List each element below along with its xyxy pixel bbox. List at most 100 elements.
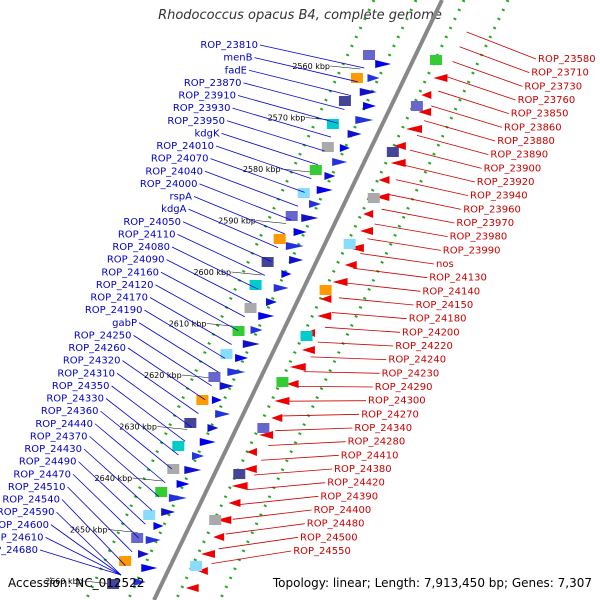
gene-block [300, 331, 313, 341]
reverse-gene-label: ROP_24180 [409, 314, 467, 325]
forward-gene-arrow [285, 242, 304, 250]
forward-gene-arrow [309, 200, 321, 208]
forward-gene-arrow [215, 410, 231, 418]
reverse-gene-arrow [259, 431, 274, 439]
reverse-gene-label: ROP_24300 [368, 396, 426, 407]
forward-gene-arrow [355, 116, 374, 124]
reverse-gene-label: ROP_24220 [395, 341, 453, 352]
reverse-gene-arrow [421, 91, 432, 99]
forward-gene-arrow [367, 74, 380, 82]
tick-strip [218, 0, 510, 600]
forward-leader-line [166, 259, 252, 304]
reverse-gene-arrow [317, 312, 332, 320]
forward-gene-label: ROP_24040 [145, 166, 203, 177]
forward-gene-arrow [250, 326, 263, 334]
reverse-leader-line [409, 149, 482, 169]
reverse-gene-label: ROP_24400 [314, 505, 372, 516]
forward-leader-line [149, 297, 232, 345]
forward-gene-arrow [316, 186, 333, 194]
forward-gene-arrow [161, 508, 176, 516]
kbp-tick-label: 2640 kbp [95, 474, 133, 483]
reverse-gene-arrow [433, 74, 448, 82]
reverse-leader-line [374, 223, 448, 238]
gene-block [155, 487, 168, 497]
reverse-leader-line [211, 550, 292, 564]
gene-block [190, 561, 203, 571]
reverse-leader-line [381, 208, 455, 224]
reverse-gene-label: ROP_23760 [518, 95, 576, 106]
kbp-tick-label: 2560 kbp [292, 62, 330, 71]
kbp-tick-line [330, 65, 361, 70]
forward-gene-arrow [289, 256, 304, 264]
reverse-gene-label: ROP_24480 [307, 519, 365, 530]
forward-gene-label: ROP_24050 [123, 217, 181, 228]
forward-gene-arrow [138, 550, 149, 558]
genome-title: Rhodococcus opacus B4, complete genome [158, 8, 442, 23]
forward-gene-arrow [293, 228, 307, 236]
reverse-gene-label: ROP_23980 [450, 232, 508, 243]
forward-leader-line [226, 120, 325, 152]
reverse-gene-label: ROP_24340 [354, 423, 412, 434]
gene-block [338, 96, 351, 106]
forward-leader-line [122, 360, 199, 414]
reverse-leader-line [275, 427, 353, 432]
forward-leader-line [182, 221, 272, 262]
forward-leader-line [78, 461, 146, 525]
gene-block [131, 533, 144, 543]
reverse-leader-line [438, 90, 509, 115]
reverse-gene-label: ROP_24130 [429, 273, 487, 284]
reverse-gene-label: ROP_23710 [531, 68, 589, 79]
forward-gene-arrow [199, 438, 216, 446]
reverse-leader-line [232, 509, 312, 520]
forward-leader-line [248, 69, 352, 97]
forward-gene-label: ROP_24540 [2, 495, 60, 506]
reverse-gene-arrow [271, 414, 283, 422]
kbp-tick-label: 2580 kbp [243, 165, 281, 174]
reverse-gene-arrow [201, 550, 215, 558]
reverse-gene-arrow [289, 363, 306, 371]
kbp-tick-line [157, 426, 188, 430]
gene-block [249, 280, 262, 290]
forward-gene-label: kdgK [194, 128, 219, 139]
reverse-gene-arrow [344, 261, 357, 269]
forward-leader-line [138, 322, 219, 373]
forward-gene-label: ROP_24350 [52, 381, 110, 392]
reverse-gene-label: ROP_24390 [320, 491, 378, 502]
reverse-gene-label: ROP_23990 [443, 245, 501, 256]
forward-leader-line [215, 145, 312, 179]
forward-leader-line [243, 82, 345, 110]
forward-leader-line [83, 448, 153, 511]
forward-gene-label: ROP_23910 [178, 91, 236, 102]
forward-leader-line [160, 271, 246, 318]
reverse-gene-arrow [390, 159, 406, 167]
gene-block [257, 423, 270, 433]
gene-block [343, 239, 356, 249]
gene-block [167, 464, 180, 474]
forward-gene-label: ROP_24000 [140, 179, 198, 190]
forward-gene-label: fadE [225, 65, 247, 76]
gene-block [285, 211, 298, 221]
forward-leader-line [61, 499, 126, 566]
forward-gene-label: ROP_24430 [24, 444, 82, 455]
gene-block [319, 285, 332, 295]
gene-block [220, 349, 233, 359]
tick-strip [174, 0, 466, 600]
forward-gene-label: ROP_24080 [112, 242, 170, 253]
forward-gene-label: ROP_24680 [0, 545, 38, 556]
forward-gene-label: ROP_23810 [200, 40, 258, 51]
reverse-gene-arrow [197, 567, 208, 575]
forward-gene-label: ROP_24250 [74, 330, 132, 341]
forward-gene-label: ROP_23870 [184, 78, 242, 89]
forward-gene-arrow [301, 214, 319, 222]
forward-leader-line [72, 473, 140, 539]
reverse-gene-label: ROP_24290 [375, 382, 433, 393]
reverse-gene-label: ROP_24270 [361, 409, 419, 420]
reverse-gene-arrow [246, 448, 257, 456]
gene-block [172, 441, 185, 451]
reverse-gene-label: ROP_23850 [511, 109, 569, 120]
reverse-leader-line [395, 179, 469, 197]
forward-leader-line [259, 44, 365, 69]
gene-block [196, 395, 209, 405]
forward-gene-label: ROP_24320 [63, 356, 121, 367]
